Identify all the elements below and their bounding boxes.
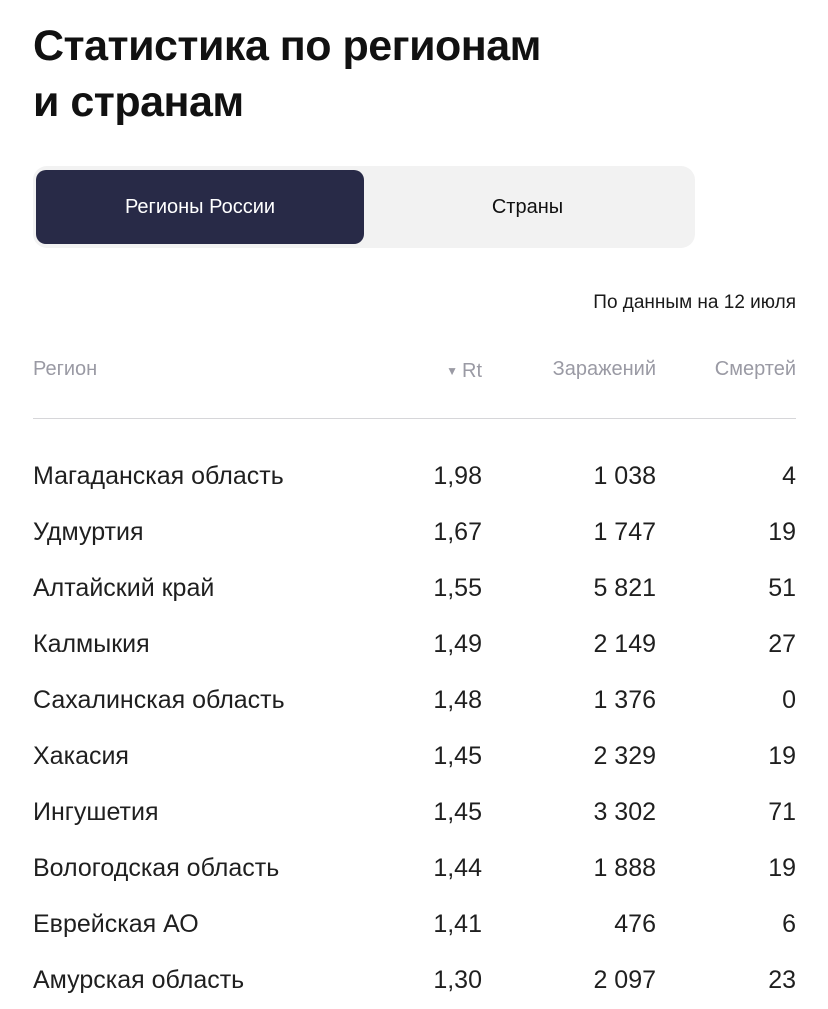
cell-deaths: 6: [782, 910, 796, 938]
cell-rt: 1,48: [433, 686, 482, 714]
table-row: Калмыкия 1,49 2 149 27: [33, 616, 796, 672]
cell-deaths: 0: [782, 686, 796, 714]
cell-deaths: 27: [768, 630, 796, 658]
cell-region: Еврейская АО: [33, 910, 199, 938]
cell-deaths: 19: [768, 854, 796, 882]
cell-region: Магаданская область: [33, 462, 284, 490]
cell-infections: 1 376: [593, 686, 656, 714]
cell-infections: 2 149: [593, 630, 656, 658]
regions-table-body: Магаданская область 1,98 1 038 4 Удмурти…: [33, 448, 796, 1008]
cell-infections: 5 821: [593, 574, 656, 602]
cell-rt: 1,44: [433, 854, 482, 882]
table-row: Амурская область 1,30 2 097 23: [33, 952, 796, 1008]
cell-region: Алтайский край: [33, 574, 215, 602]
table-row: Сахалинская область 1,48 1 376 0: [33, 672, 796, 728]
cell-region: Удмуртия: [33, 518, 144, 546]
cell-region: Ингушетия: [33, 798, 159, 826]
cell-deaths: 4: [782, 462, 796, 490]
cell-rt: 1,45: [433, 742, 482, 770]
cell-rt: 1,67: [433, 518, 482, 546]
tab-countries[interactable]: Страны: [491, 195, 564, 218]
page-title-line-2: и странам: [33, 78, 244, 126]
cell-region: Калмыкия: [33, 630, 150, 658]
table-row: Хакасия 1,45 2 329 19: [33, 728, 796, 784]
cell-infections: 1 888: [593, 854, 656, 882]
header-divider: [33, 418, 796, 419]
page-title-line-1: Статистика по регионам: [33, 22, 541, 70]
page-title: Статистика по регионам и странам: [33, 18, 796, 130]
cell-rt: 1,55: [433, 574, 482, 602]
stats-page: Статистика по регионам и странам Регионы…: [33, 18, 796, 994]
cell-region: Сахалинская область: [33, 686, 285, 714]
table-row: Удмуртия 1,67 1 747 19: [33, 504, 796, 560]
cell-infections: 1 038: [593, 462, 656, 490]
column-header-deaths[interactable]: Смертей: [714, 358, 796, 380]
cell-region: Хакасия: [33, 742, 129, 770]
tab-russian-regions[interactable]: Регионы России: [36, 170, 364, 244]
table-row: Еврейская АО 1,41 476 6: [33, 896, 796, 952]
cell-infections: 2 329: [593, 742, 656, 770]
cell-infections: 1 747: [593, 518, 656, 546]
cell-rt: 1,49: [433, 630, 482, 658]
table-row: Алтайский край 1,55 5 821 51: [33, 560, 796, 616]
cell-rt: 1,30: [433, 966, 482, 994]
cell-deaths: 23: [768, 966, 796, 994]
cell-region: Вологодская область: [33, 854, 280, 882]
cell-deaths: 19: [768, 518, 796, 546]
cell-rt: 1,45: [433, 798, 482, 826]
cell-rt: 1,98: [433, 462, 482, 490]
cell-deaths: 19: [768, 742, 796, 770]
column-header-rt-label: Rt: [462, 359, 482, 382]
column-header-region[interactable]: Регион: [33, 358, 98, 380]
segmented-tabs: Регионы России Страны: [33, 166, 695, 248]
table-header: Регион ▼ Rt Заражений Смертей: [33, 358, 796, 390]
column-header-rt[interactable]: ▼ Rt: [446, 358, 482, 383]
cell-deaths: 51: [768, 574, 796, 602]
table-row: Магаданская область 1,98 1 038 4: [33, 448, 796, 504]
cell-infections: 3 302: [593, 798, 656, 826]
column-header-infections[interactable]: Заражений: [552, 358, 656, 380]
cell-infections: 476: [614, 910, 656, 938]
table-row: Вологодская область 1,44 1 888 19: [33, 840, 796, 896]
cell-infections: 2 097: [593, 966, 656, 994]
data-as-of-date: По данным на 12 июля: [593, 292, 796, 313]
cell-rt: 1,41: [433, 910, 482, 938]
table-row: Ингушетия 1,45 3 302 71: [33, 784, 796, 840]
cell-region: Амурская область: [33, 966, 245, 994]
cell-deaths: 71: [768, 798, 796, 826]
sort-desc-icon: ▼: [446, 364, 458, 378]
